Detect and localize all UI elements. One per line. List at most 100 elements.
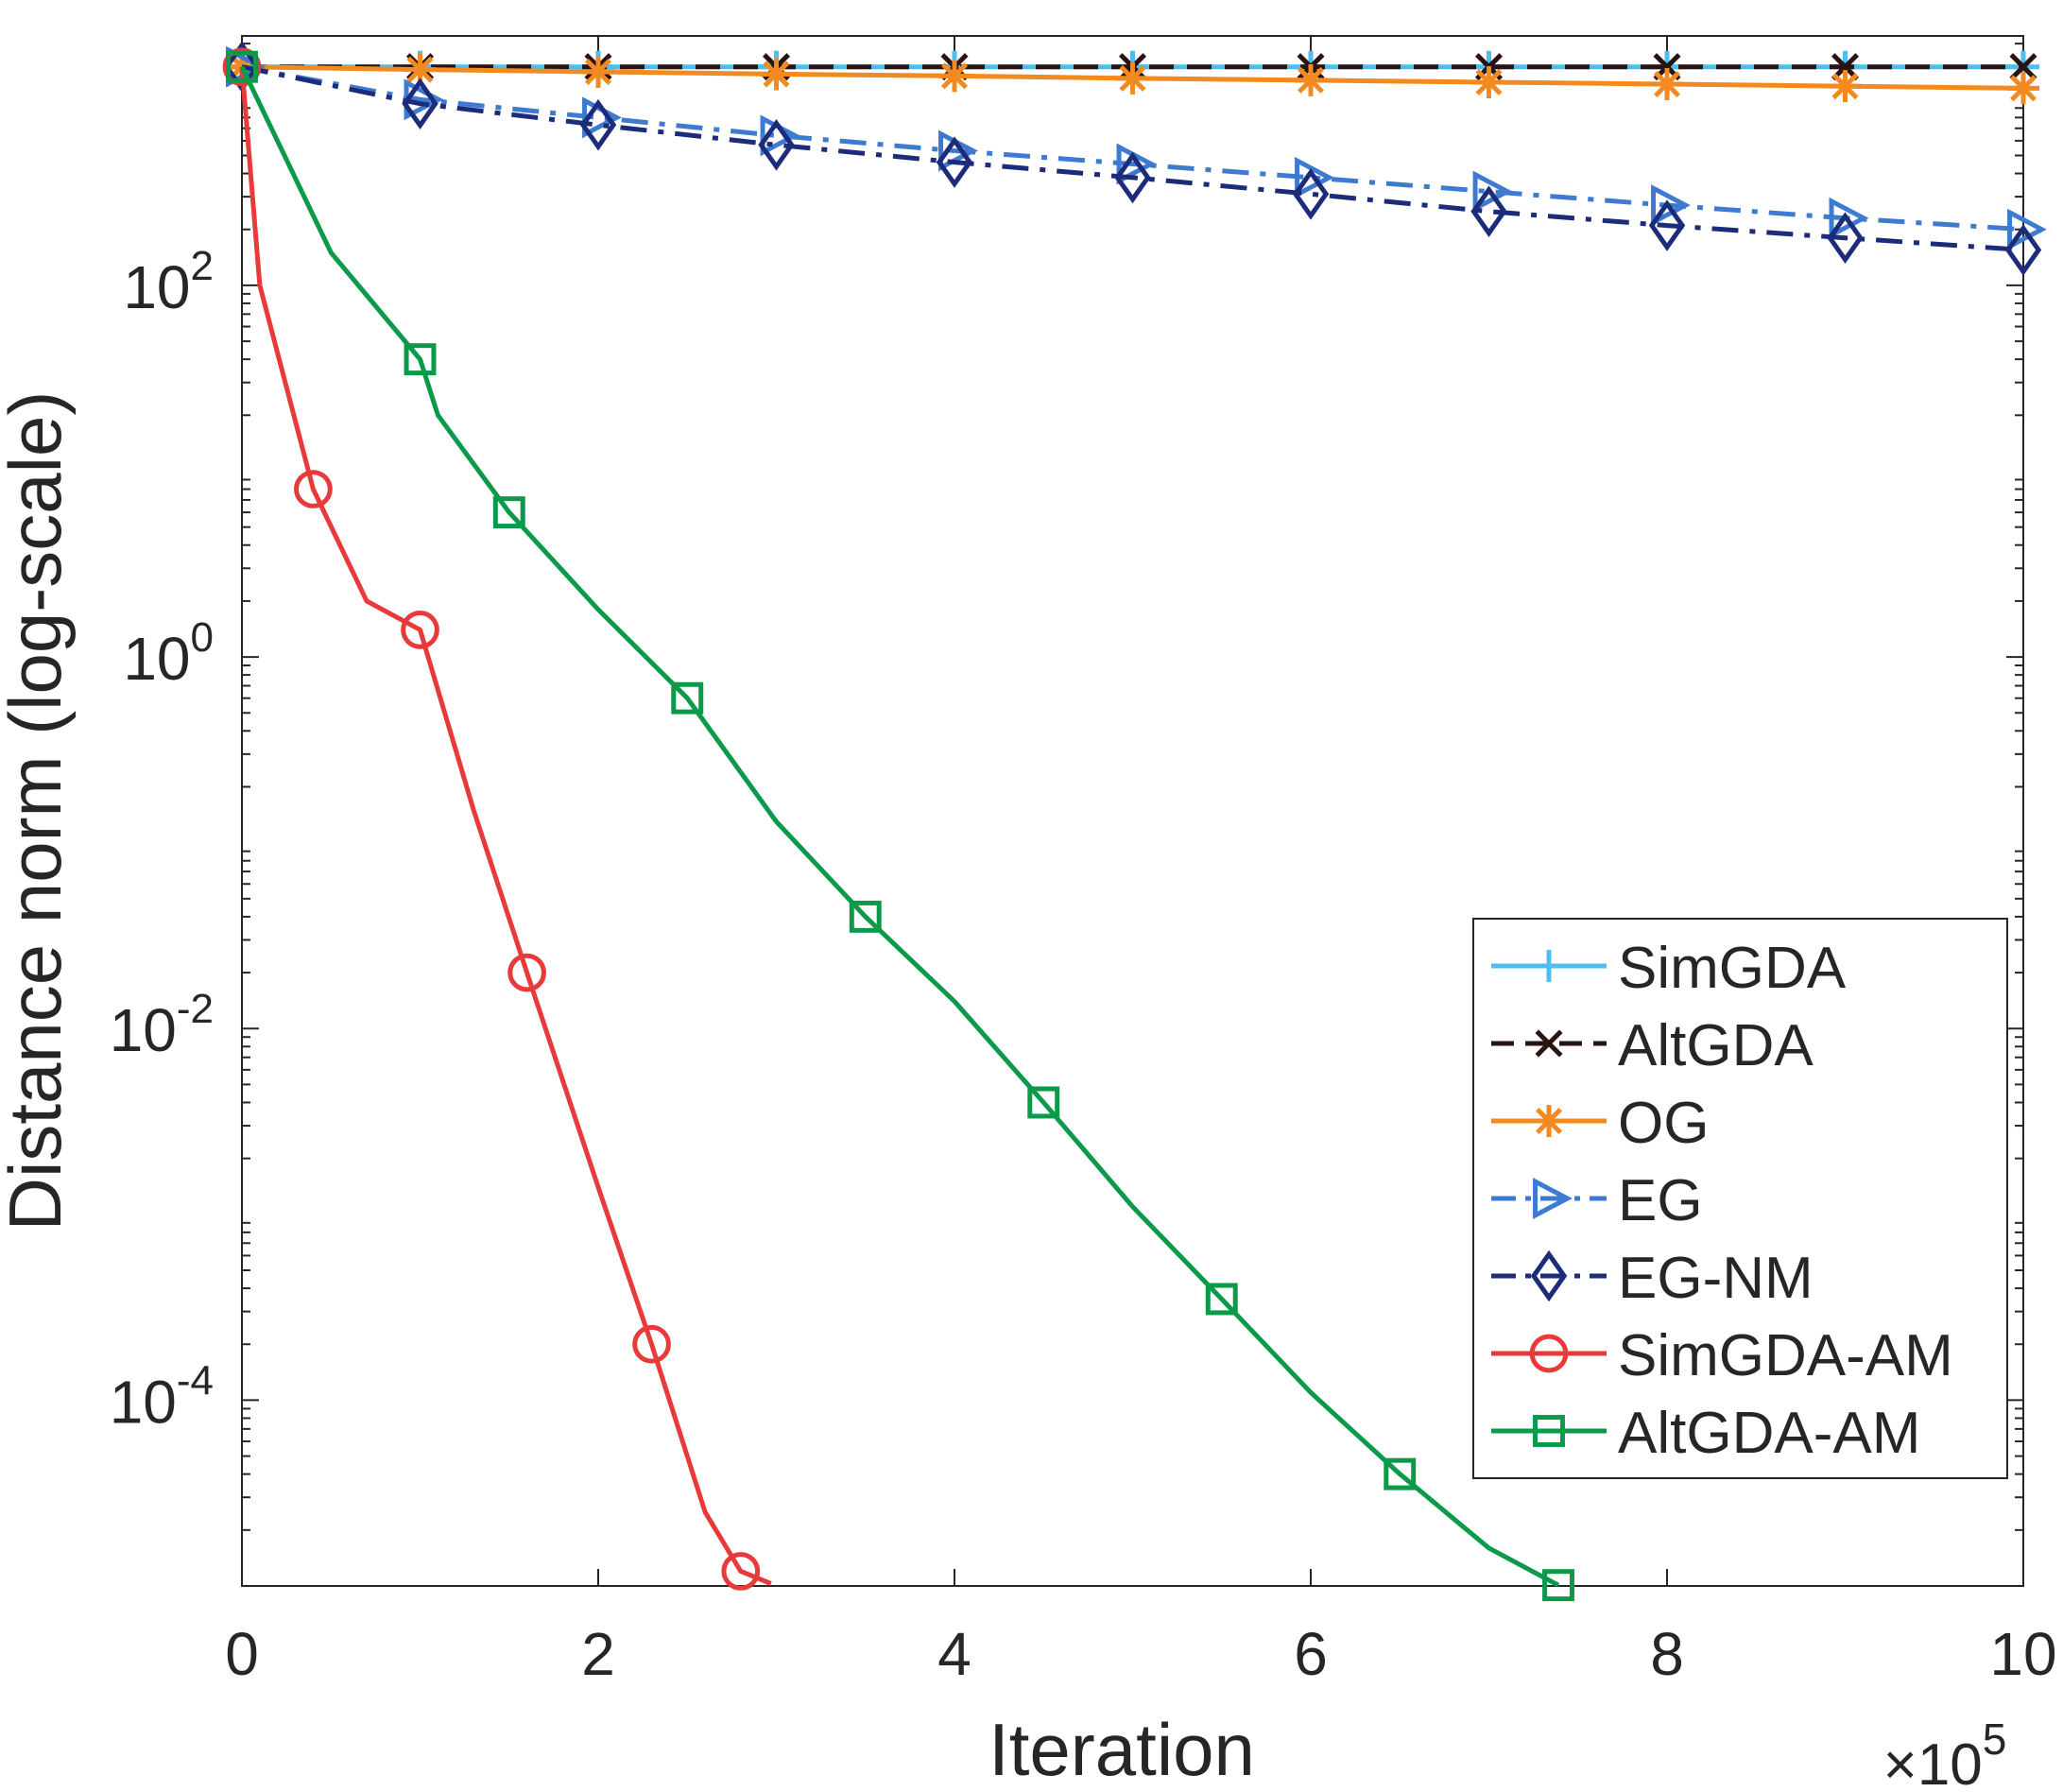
x-tick-label: 8 bbox=[1650, 1620, 1684, 1688]
data-point-og bbox=[404, 53, 437, 86]
data-point-eg-nm bbox=[936, 136, 973, 188]
data-point-eg-nm bbox=[1292, 168, 1330, 220]
data-point-eg-nm bbox=[758, 119, 795, 171]
series-line-eg-nm bbox=[241, 64, 2024, 252]
legend-label: AltGDA-AM bbox=[1618, 1401, 1920, 1466]
series-simgda-am bbox=[222, 47, 772, 1591]
x-tick-label: 4 bbox=[937, 1620, 971, 1688]
data-point-altgda-am bbox=[1027, 1086, 1060, 1119]
data-point-simgda-am bbox=[507, 953, 546, 992]
data-point-og bbox=[1651, 68, 1683, 101]
data-point-altgda-am bbox=[1205, 1283, 1238, 1316]
data-point-og bbox=[1472, 65, 1505, 98]
legend-entry-og: OG bbox=[1491, 1091, 1709, 1156]
y-tick-label-exponent: -2 bbox=[177, 986, 214, 1032]
legend-label: SimGDA-AM bbox=[1618, 1323, 1953, 1388]
series-line-simgda-am bbox=[239, 66, 772, 1586]
data-point-eg bbox=[1651, 184, 1691, 227]
data-point-altgda-am bbox=[671, 681, 704, 715]
data-point-og bbox=[1295, 63, 1327, 96]
x-multiplier-exponent: 5 bbox=[1983, 1714, 2007, 1764]
legend-marker bbox=[1535, 1029, 1563, 1058]
data-point-simgda-am bbox=[721, 1552, 761, 1591]
series-line-eg bbox=[241, 64, 2024, 233]
x-tick-label: 0 bbox=[225, 1620, 259, 1688]
y-tick-label-base: 10 bbox=[110, 1368, 177, 1436]
data-point-altgda-am bbox=[404, 343, 437, 376]
legend-label: OG bbox=[1618, 1091, 1709, 1156]
legend: SimGDA AltGDA OG EG EG-NM SimGDA-AM AltGDA-AM bbox=[1472, 918, 2008, 1479]
data-point-altgda-am bbox=[226, 50, 258, 83]
data-point-simgda-am bbox=[294, 470, 333, 508]
x-tick-label: 2 bbox=[581, 1620, 615, 1688]
y-tick-label: 10-2 bbox=[110, 986, 214, 1064]
series-eg-nm bbox=[223, 41, 2042, 276]
y-tick-label-exponent: -4 bbox=[177, 1357, 214, 1404]
series-altgda-am bbox=[226, 50, 1574, 1602]
y-tick-label: 100 bbox=[123, 614, 214, 693]
series-og bbox=[226, 50, 2039, 105]
y-tick-label-exponent: 0 bbox=[191, 614, 214, 661]
series-layer bbox=[222, 41, 2047, 1602]
legend-marker bbox=[1530, 1249, 1568, 1302]
data-point-eg-nm bbox=[1114, 151, 1151, 204]
y-tick-label-base: 10 bbox=[110, 996, 177, 1064]
legend-entry-eg-nm: EG-NM bbox=[1491, 1246, 1814, 1311]
data-point-simgda-am bbox=[222, 47, 262, 87]
legend-marker bbox=[1533, 1415, 1565, 1447]
data-point-eg-nm bbox=[1648, 199, 1686, 251]
data-point-altgda-am bbox=[1542, 1569, 1574, 1602]
y-tick-label: 10-4 bbox=[110, 1357, 214, 1436]
y-tick-label-base: 10 bbox=[123, 625, 190, 693]
data-point-og bbox=[1829, 70, 1862, 103]
data-point-altgda-am bbox=[492, 496, 525, 529]
data-point-simgda-am bbox=[632, 1324, 671, 1364]
data-point-og bbox=[1116, 61, 1149, 95]
legend-entry-simgda-am: SimGDA-AM bbox=[1491, 1323, 1953, 1388]
x-axis-ticks: 0 2 4 6 8 10 bbox=[225, 36, 2057, 1688]
data-point-eg-nm bbox=[1827, 212, 1864, 265]
x-multiplier: ×105 bbox=[1883, 1714, 2007, 1792]
data-point-og bbox=[226, 50, 258, 83]
legend-marker bbox=[1533, 1105, 1565, 1137]
legend-marker bbox=[1533, 950, 1565, 982]
data-point-eg bbox=[2007, 208, 2047, 250]
x-tick-label: 10 bbox=[1989, 1620, 2056, 1688]
data-point-eg-nm bbox=[402, 78, 438, 129]
data-point-og bbox=[2007, 72, 2039, 105]
legend-entry-eg: EG bbox=[1491, 1168, 1703, 1233]
data-point-altgda-am bbox=[849, 900, 882, 933]
legend-marker bbox=[1533, 1178, 1573, 1219]
data-point-simgda-am bbox=[401, 610, 439, 649]
legend-marker bbox=[1529, 1334, 1569, 1373]
data-point-eg-nm bbox=[1470, 185, 1507, 237]
legend-entry-altgda-am: AltGDA-AM bbox=[1491, 1401, 1920, 1466]
legend-items: SimGDA AltGDA OG EG EG-NM SimGDA-AM AltGDA-AM bbox=[1491, 936, 1953, 1466]
series-line-altgda-am bbox=[239, 65, 1560, 1588]
data-point-eg bbox=[1295, 156, 1334, 198]
legend-entry-altgda: AltGDA bbox=[1491, 1013, 1814, 1078]
data-point-altgda bbox=[2009, 53, 2037, 81]
legend-label: EG bbox=[1618, 1168, 1703, 1233]
y-tick-label-exponent: 2 bbox=[191, 243, 214, 289]
data-point-og bbox=[582, 55, 614, 88]
legend-entry-simgda: SimGDA bbox=[1491, 936, 1847, 1001]
x-axis-label: Iteration bbox=[989, 1708, 1255, 1791]
data-point-eg bbox=[1472, 170, 1513, 213]
data-point-og bbox=[760, 58, 793, 91]
data-point-eg-nm bbox=[579, 98, 617, 151]
legend-label: AltGDA bbox=[1618, 1013, 1814, 1078]
y-tick-label-base: 10 bbox=[123, 253, 190, 321]
legend-label: SimGDA bbox=[1618, 936, 1847, 1001]
data-point-og bbox=[938, 60, 971, 93]
y-axis-label: Distance norm (log-scale) bbox=[0, 391, 77, 1232]
x-multiplier-base: ×10 bbox=[1883, 1732, 1983, 1792]
data-point-eg bbox=[1829, 197, 1869, 239]
data-point-altgda-am bbox=[1384, 1457, 1417, 1490]
x-tick-label: 6 bbox=[1294, 1620, 1328, 1688]
data-point-eg-nm bbox=[2004, 224, 2042, 276]
y-tick-label: 102 bbox=[123, 243, 214, 321]
legend-label: EG-NM bbox=[1618, 1246, 1814, 1311]
